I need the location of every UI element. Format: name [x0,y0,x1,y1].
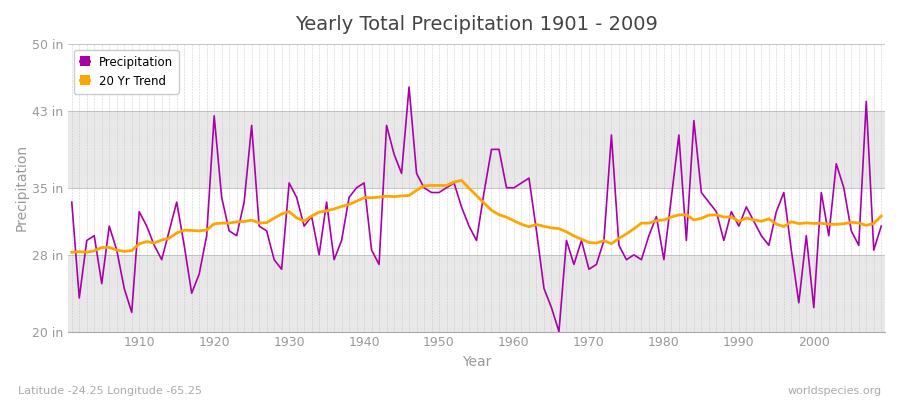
Text: worldspecies.org: worldspecies.org [788,386,882,396]
X-axis label: Year: Year [462,355,491,369]
Legend: Precipitation, 20 Yr Trend: Precipitation, 20 Yr Trend [74,50,179,94]
Title: Yearly Total Precipitation 1901 - 2009: Yearly Total Precipitation 1901 - 2009 [295,15,658,34]
Bar [68,255,885,332]
Bar [68,111,885,188]
Y-axis label: Precipitation: Precipitation [15,144,29,231]
Bar [68,44,885,111]
Text: Latitude -24.25 Longitude -65.25: Latitude -24.25 Longitude -65.25 [18,386,202,396]
Bar [68,188,885,255]
